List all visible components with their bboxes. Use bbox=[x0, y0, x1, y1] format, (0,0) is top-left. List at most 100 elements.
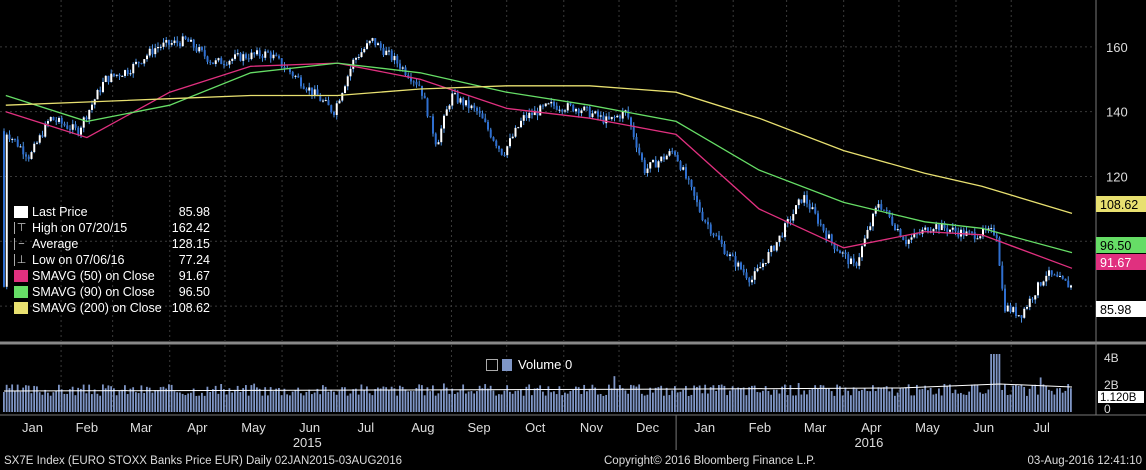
x-tick-label: Jul bbox=[1033, 420, 1050, 435]
volume-bar bbox=[297, 387, 300, 412]
volume-bar bbox=[531, 395, 533, 412]
price-candle bbox=[443, 115, 445, 129]
volume-bar bbox=[80, 388, 82, 412]
volume-bar bbox=[47, 392, 49, 412]
volume-bar bbox=[709, 387, 712, 412]
price-candle bbox=[8, 134, 11, 140]
volume-bar bbox=[272, 391, 275, 412]
volume-bar bbox=[355, 388, 357, 412]
price-candle bbox=[459, 98, 462, 103]
volume-bar bbox=[610, 388, 613, 412]
price-candle bbox=[946, 228, 949, 232]
volume-bar bbox=[429, 391, 432, 412]
price-candle bbox=[74, 124, 77, 128]
volume-bar bbox=[484, 384, 487, 412]
volume-bar bbox=[1020, 384, 1023, 412]
price-candle bbox=[632, 125, 635, 138]
price-candle bbox=[786, 219, 789, 224]
volume-bar bbox=[91, 394, 93, 412]
price-candle bbox=[891, 216, 894, 225]
volume-bar bbox=[951, 393, 954, 412]
price-candle bbox=[553, 101, 555, 106]
price-candle bbox=[828, 234, 830, 239]
volume-bar bbox=[555, 394, 558, 412]
price-candle bbox=[547, 103, 550, 105]
price-candle bbox=[30, 152, 33, 159]
price-candle bbox=[657, 161, 660, 168]
price-candle bbox=[283, 66, 286, 69]
volume-bar bbox=[924, 385, 927, 412]
volume-bar bbox=[800, 394, 803, 412]
volume-bar bbox=[181, 393, 184, 412]
footer-copyright: Copyright© 2016 Bloomberg Finance L.P. bbox=[604, 455, 816, 467]
price-candle bbox=[220, 58, 223, 65]
price-candle bbox=[294, 75, 297, 77]
volume-legend: Volume 0 bbox=[486, 357, 572, 372]
price-candle bbox=[366, 43, 368, 49]
volume-bar bbox=[891, 387, 894, 412]
volume-bar bbox=[25, 385, 27, 412]
price-candle bbox=[250, 52, 253, 60]
price-candle bbox=[987, 228, 990, 231]
x-tick-label: Apr bbox=[861, 420, 882, 435]
price-candle bbox=[841, 252, 844, 254]
volume-bar bbox=[1037, 394, 1039, 412]
volume-bar bbox=[715, 390, 718, 412]
price-candle bbox=[1070, 285, 1072, 288]
volume-bar bbox=[1050, 390, 1053, 412]
legend-swatch: ⊤ bbox=[14, 222, 28, 234]
volume-bar bbox=[624, 390, 627, 412]
price-candle bbox=[1015, 307, 1017, 316]
price-candle bbox=[690, 179, 693, 187]
legend-value: 162.42 bbox=[171, 221, 210, 235]
volume-bar bbox=[1061, 392, 1064, 412]
price-candle bbox=[866, 229, 869, 239]
legend-value: 77.24 bbox=[178, 253, 210, 267]
price-candle bbox=[253, 52, 256, 55]
volume-label: Volume bbox=[518, 357, 562, 372]
volume-bar bbox=[264, 387, 267, 412]
price-candle bbox=[883, 209, 885, 211]
price-candle bbox=[115, 74, 118, 76]
volume-bar bbox=[401, 386, 404, 412]
volume-bar bbox=[751, 385, 753, 412]
price-candle bbox=[467, 100, 470, 109]
price-candle bbox=[228, 60, 231, 65]
volume-bar bbox=[943, 384, 946, 412]
volume-bar bbox=[885, 386, 888, 412]
price-candle bbox=[129, 73, 132, 75]
price-candle bbox=[641, 153, 643, 160]
volume-bar bbox=[522, 395, 525, 412]
price-candle bbox=[349, 68, 352, 77]
moving-average-line bbox=[5, 62, 1073, 254]
price-candle bbox=[869, 226, 872, 230]
volume-bar bbox=[1064, 390, 1067, 412]
price-candle bbox=[753, 271, 756, 280]
volume-bar bbox=[627, 393, 630, 412]
price-candle bbox=[344, 86, 346, 94]
volume-bar bbox=[69, 389, 71, 412]
price-candle bbox=[797, 199, 800, 206]
volume-bar bbox=[786, 395, 789, 412]
volume-bar bbox=[118, 390, 121, 412]
legend-row: ⊥ Low on 07/06/16 77.24 bbox=[10, 252, 210, 268]
price-candle bbox=[847, 254, 850, 265]
price-candle bbox=[239, 53, 242, 61]
volume-legend-box[interactable] bbox=[486, 358, 498, 371]
volume-bar bbox=[140, 385, 143, 412]
price-candle bbox=[341, 93, 344, 101]
volume-bar bbox=[740, 388, 742, 412]
volume-bar bbox=[528, 384, 531, 412]
volume-bar bbox=[861, 389, 863, 412]
volume-bar bbox=[883, 387, 885, 412]
volume-bar bbox=[187, 393, 190, 412]
price-candle bbox=[36, 142, 38, 144]
price-candle bbox=[1004, 288, 1006, 312]
price-candle bbox=[451, 93, 454, 106]
volume-bar bbox=[267, 395, 269, 412]
volume-bar bbox=[852, 387, 855, 412]
volume-bar bbox=[830, 391, 833, 412]
price-candle bbox=[165, 40, 168, 43]
price-candle bbox=[693, 186, 696, 196]
